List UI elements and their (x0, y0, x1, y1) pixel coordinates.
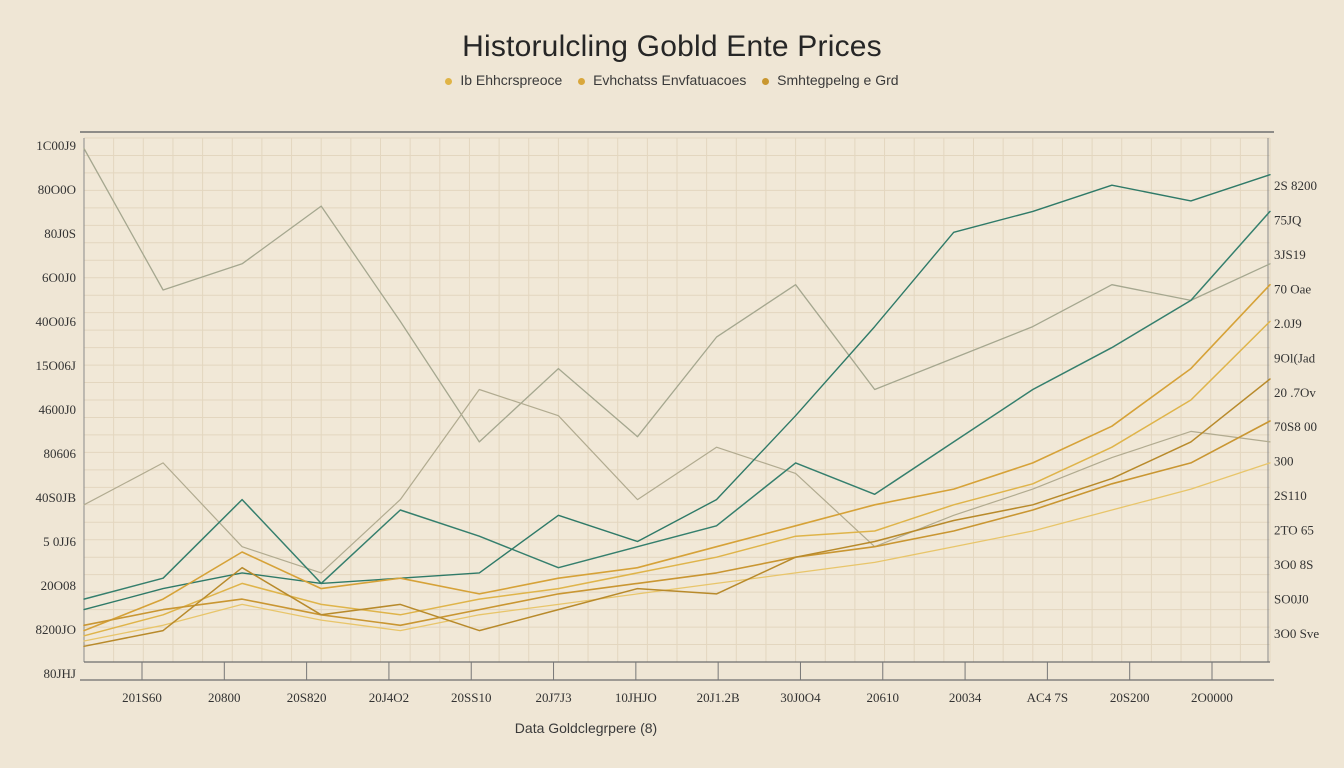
y-tick-label-left: 8200JO (36, 622, 76, 637)
y-tick-label-right: 3JS19 (1274, 247, 1306, 262)
series-line (83, 210, 1271, 600)
y-tick-label-right: 2TO 65 (1274, 523, 1314, 538)
y-tick-label-left: 80606 (44, 446, 77, 461)
legend-item: Ib Ehhcrspreoce (445, 72, 562, 88)
series-line (83, 320, 1271, 637)
legend-swatch (578, 77, 586, 85)
legend-swatch (445, 77, 453, 85)
x-tick-label: 20610 (867, 690, 900, 705)
y-tick-label-left: 40O0J6 (36, 314, 77, 329)
y-tick-label-left: 40S0JB (36, 490, 77, 505)
legend-label: Smhtegpelng e Grd (777, 72, 899, 88)
series-line (83, 420, 1271, 627)
x-tick-label: 30J0O4 (780, 690, 821, 705)
series-line (83, 147, 1271, 443)
chart-legend: Ib Ehhcrspreoce Evhchatss Envfatuacoes S… (0, 72, 1344, 88)
legend-label: Ib Ehhcrspreoce (460, 72, 563, 88)
x-tick-label: 20SS10 (451, 690, 491, 705)
x-tick-label: 20J4O2 (369, 690, 409, 705)
chart-title: Historulcling Gobld Ente Prices (462, 30, 882, 63)
legend-label: Evhchatss Envfatuacoes (593, 72, 747, 88)
y-tick-label-right: 2S 8200 (1274, 178, 1317, 193)
y-tick-label-left: 80J0S (44, 226, 76, 241)
x-tick-label: 20J1.2B (697, 690, 740, 705)
x-tick-label: AC4 7S (1027, 690, 1069, 705)
y-tick-label-right: 70S8 00 (1274, 419, 1317, 434)
series-line (83, 462, 1271, 642)
y-tick-label-left: 1C00J9 (36, 138, 76, 153)
x-tick-label: 2O0000 (1191, 690, 1233, 705)
y-tick-label-right: 70 Oae (1274, 281, 1311, 296)
y-tick-label-right: 20 .7Ov (1274, 385, 1316, 400)
y-tick-label-right: 9Ol(Jad (1274, 350, 1316, 365)
y-tick-label-right: 3O0 Sve (1274, 626, 1319, 641)
y-tick-label-right: 3O0 8S (1274, 557, 1313, 572)
y-tick-label-right: 2S110 (1274, 488, 1307, 503)
x-tick-label: 20800 (208, 690, 241, 705)
legend-item: Smhtegpelng e Grd (762, 72, 899, 88)
y-tick-label-left: 80O0O (38, 182, 76, 197)
y-tick-label-left: 6O0J0 (42, 270, 76, 285)
x-tick-label: 20J7J3 (535, 690, 571, 705)
x-tick-label: 20S820 (287, 690, 327, 705)
x-tick-label: 20034 (949, 690, 982, 705)
y-tick-label-right: 300 (1274, 454, 1294, 469)
x-tick-label: 10JHJO (615, 690, 657, 705)
x-tick-label: 201S60 (122, 690, 162, 705)
y-tick-label-left: 5 0JJ6 (43, 534, 76, 549)
legend-swatch (762, 77, 770, 85)
y-tick-label-right: 75JQ (1274, 212, 1302, 227)
y-tick-label-right: 2.0J9 (1274, 316, 1302, 331)
y-tick-label-left: 15O06J (36, 358, 76, 373)
legend-item: Evhchatss Envfatuacoes (578, 72, 746, 88)
x-axis-label: Data Goldclegrpere (8) (514, 720, 658, 736)
series-line (83, 378, 1271, 648)
series-line (83, 283, 1271, 632)
series-line (83, 388, 1271, 574)
series-line (83, 173, 1271, 611)
y-tick-label-left: 80JHJ (43, 666, 76, 681)
x-tick-label: 20S200 (1110, 690, 1150, 705)
y-tick-label-left: 4600J0 (38, 402, 76, 417)
y-tick-label-right: SO0J0 (1274, 592, 1309, 607)
y-tick-label-left: 20O08 (41, 578, 76, 593)
